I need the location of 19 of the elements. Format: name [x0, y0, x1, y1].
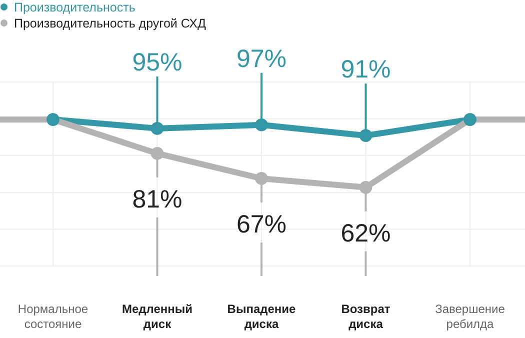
x-tick-label: Нормальное состояние [18, 302, 88, 331]
x-tick-label: Возврат диска [341, 302, 390, 331]
data-label: 97% [236, 44, 287, 73]
x-tick-label: Выпадение диска [227, 302, 296, 331]
x-tick-label: Завершение ребилда [435, 302, 506, 331]
data-label: 91% [340, 56, 391, 84]
point [255, 118, 268, 132]
point [359, 129, 372, 142]
data-label: 62% [340, 219, 391, 248]
x-tick-label: Медленный диск [122, 302, 193, 331]
legend-label: Производительность другой СХД [14, 16, 207, 30]
data-label: 67% [236, 210, 287, 238]
point [359, 180, 372, 194]
point [150, 147, 164, 160]
point [255, 172, 268, 185]
legend-label: Производительность [14, 0, 136, 14]
data-label: 81% [132, 185, 182, 214]
point [150, 122, 164, 135]
data-label: 95% [132, 48, 182, 76]
